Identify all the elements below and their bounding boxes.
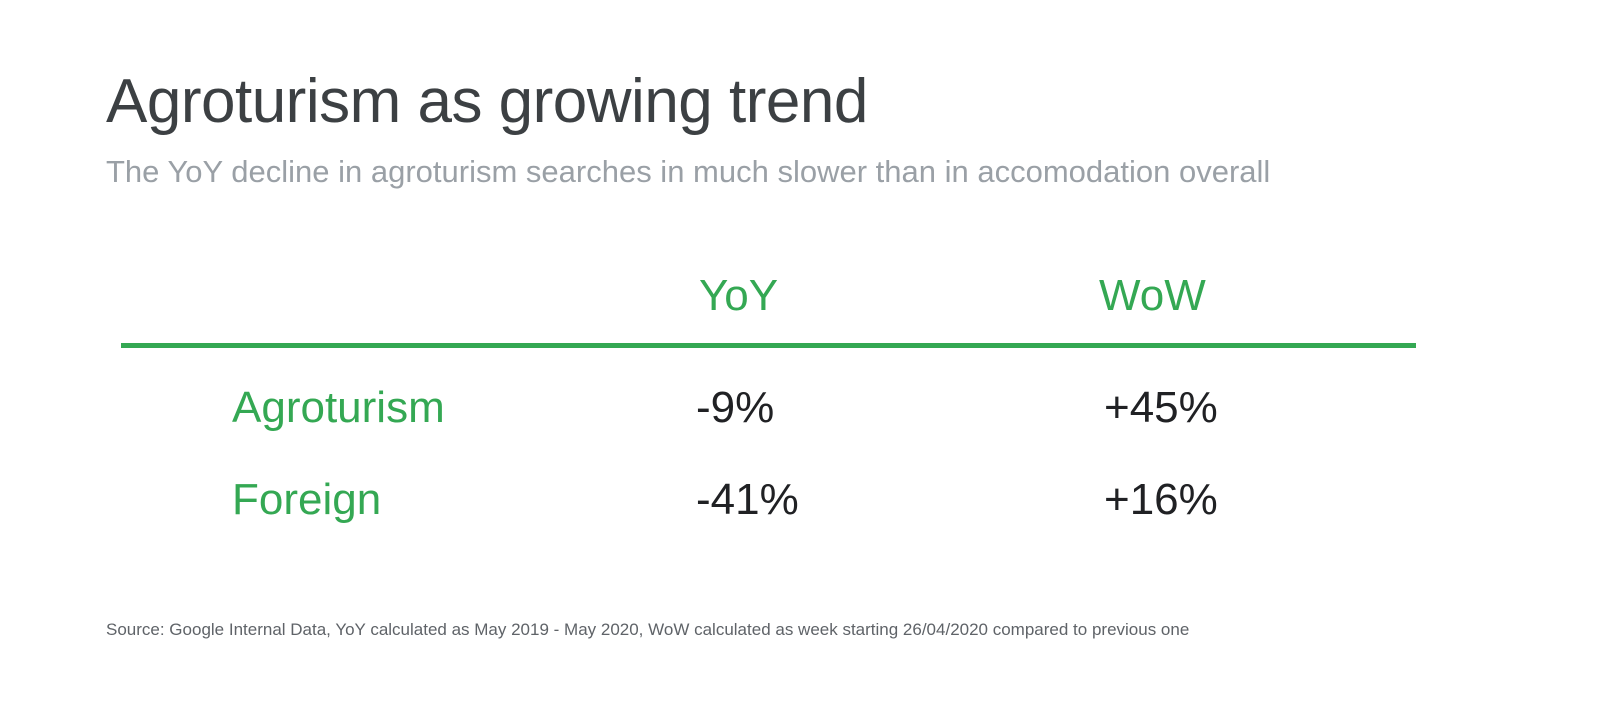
header-divider <box>121 343 1416 348</box>
slide-subtitle: The YoY decline in agroturism searches i… <box>106 154 1271 189</box>
slide-title: Agroturism as growing trend <box>106 67 868 136</box>
cell-agroturism-yoy: -9% <box>696 383 775 432</box>
row-label-foreign: Foreign <box>232 475 382 524</box>
column-header-yoy: YoY <box>699 271 779 320</box>
cell-agroturism-wow: +45% <box>1104 383 1218 432</box>
row-label-agroturism: Agroturism <box>232 383 445 432</box>
source-note: Source: Google Internal Data, YoY calcul… <box>106 620 1190 639</box>
cell-foreign-wow: +16% <box>1104 475 1218 524</box>
column-header-wow: WoW <box>1099 271 1206 320</box>
cell-foreign-yoy: -41% <box>696 475 799 524</box>
